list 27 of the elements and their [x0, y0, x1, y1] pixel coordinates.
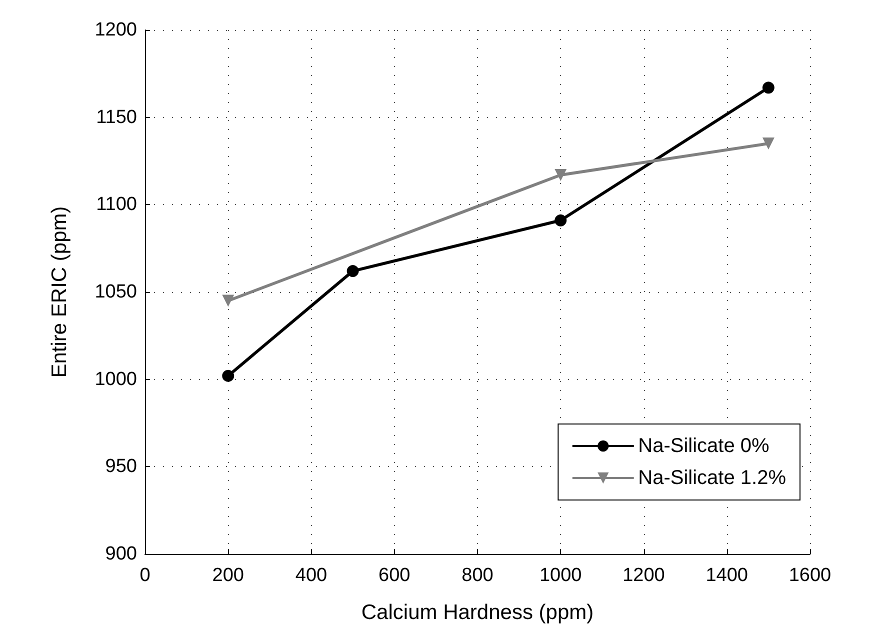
y-tick-label: 1050 — [94, 282, 137, 302]
y-tick-label: 900 — [105, 544, 137, 564]
point — [554, 214, 567, 226]
y-tick-label: 1100 — [96, 194, 137, 216]
point — [762, 138, 774, 150]
x-tick-label: 1200 — [622, 565, 665, 586]
point — [554, 168, 567, 181]
x-tick-label: 200 — [212, 565, 244, 586]
y-tick-label: 1200 — [94, 20, 137, 40]
point — [762, 82, 774, 94]
x-tick-label: 0 — [140, 565, 150, 586]
x-tick-label: 600 — [378, 565, 410, 586]
y-axis-title: Entire ERIC (ppm) — [48, 206, 71, 378]
point — [346, 265, 359, 278]
x-tick-label: 800 — [462, 565, 494, 586]
x-tick-label: 1000 — [539, 565, 582, 586]
x-tick-label: 400 — [295, 565, 328, 586]
point — [222, 294, 234, 307]
y-tick-label: 950 — [105, 456, 137, 478]
legend-label: Na-Silicate 0% — [638, 435, 770, 457]
point — [222, 370, 234, 382]
x-axis-title: Calcium Hardness (ppm) — [361, 601, 594, 624]
legend-label: Na-Silicate 1.2% — [638, 467, 786, 489]
x-tick-label: 1400 — [706, 565, 748, 586]
y-tick-label: 1150 — [96, 106, 137, 128]
y-tick-label: 1000 — [94, 368, 137, 390]
x-tick-label: 1600 — [788, 565, 832, 586]
